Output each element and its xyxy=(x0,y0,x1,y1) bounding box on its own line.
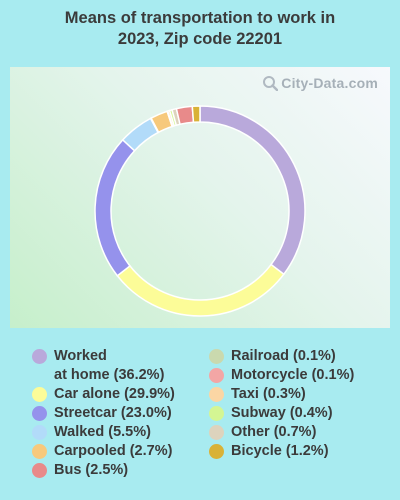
legend-swatch xyxy=(209,444,224,459)
legend-label: Carpooled (2.7%) xyxy=(54,443,173,459)
legend-label: Streetcar (23.0%) xyxy=(54,405,172,421)
chart-title-line-1: Means of transportation to work in xyxy=(64,9,336,27)
legend-label: Bicycle (1.2%) xyxy=(231,443,329,459)
magnifier-icon xyxy=(263,76,279,91)
legend-label: Walked (5.5%) xyxy=(54,424,151,440)
legend-label: Bus (2.5%) xyxy=(54,462,129,478)
legend-swatch xyxy=(32,444,47,459)
legend-item-car-alone: Car alone (29.9%) xyxy=(32,385,212,404)
legend-swatch xyxy=(209,406,224,421)
legend-label: Taxi (0.3%) xyxy=(231,386,306,402)
legend-swatch xyxy=(209,387,224,402)
donut-slice-bicycle xyxy=(191,105,201,124)
watermark: City-Data.com xyxy=(262,75,378,91)
donut-slice-bus xyxy=(175,105,195,126)
legend-label: Worked at home (36.2%) xyxy=(54,348,165,383)
legend-swatch xyxy=(32,425,47,440)
legend-item-taxi: Taxi (0.3%) xyxy=(209,385,394,404)
legend-item-worked-at-home: Worked at home (36.2%) xyxy=(32,347,212,385)
legend-item-motorcycle: Motorcycle (0.1%) xyxy=(209,366,394,385)
legend-label: Other (0.7%) xyxy=(231,424,317,440)
legend-swatch xyxy=(209,349,224,364)
legend-swatch xyxy=(32,463,47,478)
donut-slice-worked-at-home xyxy=(199,105,306,276)
chart-title-line-2: 2023, Zip code 22201 xyxy=(117,30,283,48)
legend-swatch xyxy=(209,425,224,440)
legend-item-other: Other (0.7%) xyxy=(209,423,394,442)
legend-label: Subway (0.4%) xyxy=(231,405,333,421)
legend-swatch xyxy=(209,368,224,383)
legend-swatch xyxy=(32,406,47,421)
legend-label: Car alone (29.9%) xyxy=(54,386,175,402)
legend-swatch xyxy=(32,387,47,402)
chart-title: Means of transportation to work in 2023,… xyxy=(0,8,400,50)
legend-left: Worked at home (36.2%) Car alone (29.9%) St… xyxy=(32,347,212,480)
legend-item-subway: Subway (0.4%) xyxy=(209,404,394,423)
donut-slice-streetcar xyxy=(94,138,136,277)
watermark-text: City-Data.com xyxy=(281,75,378,91)
legend-item-walked: Walked (5.5%) xyxy=(32,423,212,442)
legend-right: Railroad (0.1%) Motorcycle (0.1%) Taxi (0.… xyxy=(209,347,394,461)
legend-swatch xyxy=(32,349,47,364)
donut-chart xyxy=(94,105,306,317)
donut-slice-car-alone xyxy=(116,263,285,317)
legend-item-bus: Bus (2.5%) xyxy=(32,461,212,480)
legend-item-streetcar: Streetcar (23.0%) xyxy=(32,404,212,423)
legend-item-railroad: Railroad (0.1%) xyxy=(209,347,394,366)
legend-item-carpooled: Carpooled (2.7%) xyxy=(32,442,212,461)
legend-label: Motorcycle (0.1%) xyxy=(231,367,355,383)
legend-item-bicycle: Bicycle (1.2%) xyxy=(209,442,394,461)
legend-label: Railroad (0.1%) xyxy=(231,348,336,364)
